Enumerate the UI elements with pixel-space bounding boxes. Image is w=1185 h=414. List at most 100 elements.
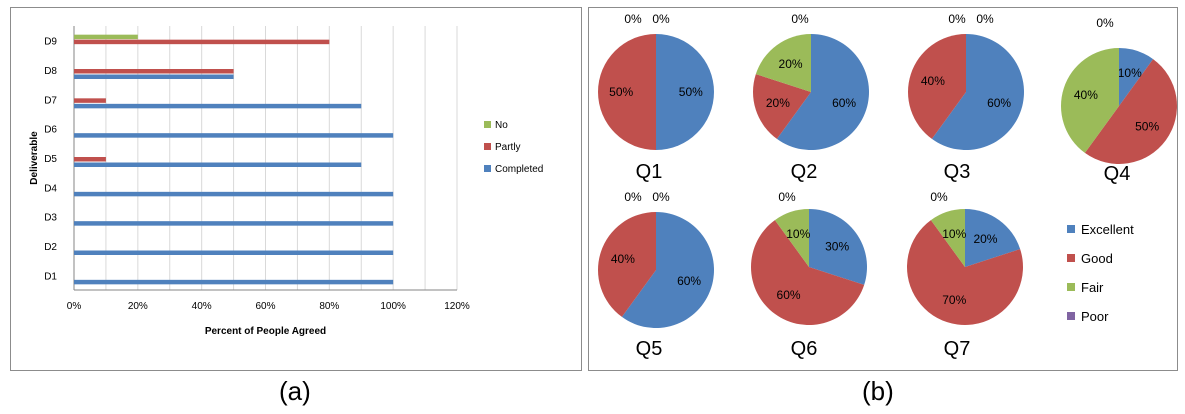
slice-label: 60%	[777, 288, 801, 302]
y-axis-title: Deliverable	[29, 131, 40, 185]
pie-slice-q2-fair	[755, 34, 811, 92]
pie-slice-q2-excellent	[776, 34, 869, 150]
pie-slice-q2-good	[753, 74, 811, 139]
slice-label: 70%	[942, 293, 966, 307]
zero-label: 0%	[930, 190, 948, 204]
legend-label-completed: Completed	[495, 164, 543, 175]
legend-swatch-completed	[484, 165, 491, 172]
zero-label: 0%	[976, 12, 994, 26]
slice-label: 40%	[1074, 88, 1098, 102]
zero-label: 0%	[1096, 16, 1114, 30]
zero-label: 0%	[778, 190, 796, 204]
bar-chart-panel: 0% 20% 40% 60% 80% 100% 120% D1 D2 D3 D4 D5 D6 D7 D8 D9…	[10, 7, 582, 371]
pie-slice-q1-excellent	[656, 34, 714, 150]
legend-label-good: Good	[1081, 251, 1113, 266]
bar-completed-d8	[74, 74, 234, 79]
zero-label: 0%	[652, 12, 670, 26]
slice-label: 20%	[779, 57, 803, 71]
bar-no-d9	[74, 34, 138, 40]
legend-swatch-no	[484, 121, 491, 128]
caption-a: (a)	[279, 376, 311, 406]
slice-label: 20%	[973, 232, 997, 246]
legend-swatch-fair	[1067, 283, 1075, 291]
pie-slice-q7-fair	[930, 209, 965, 267]
bar-chart: 0% 20% 40% 60% 80% 100% 120% D1 D2 D3 D4 D5 D6 D7 D8 D9…	[29, 26, 543, 337]
legend-swatch-good	[1067, 254, 1075, 262]
bar-completed-d4	[74, 191, 394, 197]
zero-label: 0%	[948, 12, 966, 26]
slice-label: 30%	[825, 240, 849, 254]
slice-label: 50%	[609, 85, 633, 99]
slice-label: 20%	[766, 96, 790, 110]
x-axis-title: Percent of People Agreed	[205, 326, 326, 337]
pie-slice-q7-excellent	[965, 209, 1021, 267]
y-tick-label: D7	[44, 95, 57, 106]
legend-swatch-poor	[1067, 312, 1075, 320]
pie-slice-q5-good	[598, 212, 656, 317]
bar-partly-d8	[74, 69, 234, 74]
pie-charts: 50% 50% 0% 0% Q1 60% 20% 20% 0% Q2 60% 40% 0% 0% Q3 10%…	[598, 12, 1177, 360]
bar-completed-d2	[74, 250, 394, 255]
pie-title-q3: Q3	[944, 161, 971, 183]
x-tick-label: 60%	[255, 301, 275, 312]
slice-label: 60%	[987, 96, 1011, 110]
x-tick-label: 40%	[192, 301, 212, 312]
zero-label: 0%	[791, 12, 809, 26]
pie-slice-q3-good	[908, 34, 966, 139]
pie-slice-q3-excellent	[931, 34, 1024, 150]
pie-slice-q6-excellent	[809, 209, 867, 285]
zero-label: 0%	[652, 190, 670, 204]
slice-label: 10%	[786, 227, 810, 241]
y-tick-label: D5	[44, 154, 57, 165]
slice-label: 40%	[611, 252, 635, 266]
y-tick-label: D1	[44, 271, 57, 282]
y-tick-label: D3	[44, 213, 57, 224]
bar-completed-d3	[74, 221, 394, 226]
y-tick-label: D9	[44, 37, 57, 48]
y-tick-label: D4	[44, 183, 57, 194]
pie-slice-q4-good	[1084, 59, 1177, 164]
slice-label: 50%	[679, 85, 703, 99]
pie-slice-q6-good	[751, 220, 865, 325]
pie-title-q4: Q4	[1104, 163, 1131, 185]
legend-label-partly: Partly	[495, 142, 521, 153]
legend-label-fair: Fair	[1081, 280, 1104, 295]
pie-slice-q5-excellent	[621, 212, 714, 328]
slice-label: 50%	[1135, 119, 1159, 133]
pie-slice-q1-good	[598, 34, 656, 150]
slice-label: 10%	[942, 227, 966, 241]
x-tick-label: 80%	[319, 301, 339, 312]
y-tick-label: D6	[44, 125, 57, 136]
legend-swatch-partly	[484, 143, 491, 150]
x-tick-label: 0%	[67, 301, 82, 312]
legend-label-no: No	[495, 120, 508, 131]
bar-partly-d5	[74, 157, 106, 162]
pie-slice-q7-good	[907, 220, 1023, 325]
bar-completed-d7	[74, 103, 362, 109]
x-tick-label: 120%	[444, 301, 470, 312]
caption-b: (b)	[862, 376, 894, 406]
legend-label-poor: Poor	[1081, 309, 1109, 324]
pie-title-q6: Q6	[791, 338, 818, 360]
x-tick-label: 100%	[380, 301, 406, 312]
bar-completed-d6	[74, 133, 394, 138]
pie-title-q1: Q1	[636, 161, 663, 183]
pie-slice-q4-excellent	[1119, 48, 1154, 106]
zero-label: 0%	[624, 12, 642, 26]
pie-title-q2: Q2	[791, 161, 818, 183]
zero-label: 0%	[624, 190, 642, 204]
slice-label: 40%	[921, 74, 945, 88]
y-tick-label: D8	[44, 66, 57, 77]
slice-label: 60%	[677, 274, 701, 288]
pie-charts-panel: 50% 50% 0% 0% Q1 60% 20% 20% 0% Q2 60% 40% 0% 0% Q3 10%…	[588, 7, 1178, 371]
pie-title-q7: Q7	[944, 338, 971, 360]
y-tick-label: D2	[44, 242, 57, 253]
pie-slice-q6-fair	[774, 209, 809, 267]
legend-swatch-excellent	[1067, 225, 1075, 233]
bar-partly-d7	[74, 98, 106, 103]
bar-completed-d1	[74, 279, 394, 285]
pie-slice-q4-fair	[1061, 48, 1119, 153]
x-tick-label: 20%	[128, 301, 148, 312]
bar-partly-d9	[74, 39, 330, 45]
slice-label: 60%	[832, 96, 856, 110]
